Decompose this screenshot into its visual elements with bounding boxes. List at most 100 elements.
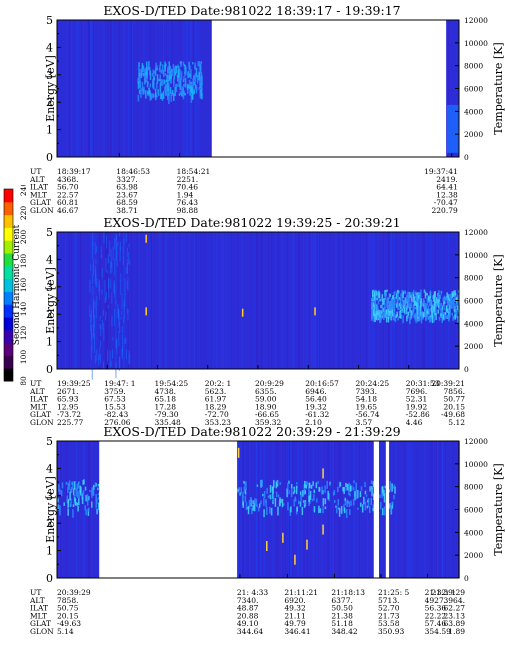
orbit-value: 6377.	[331, 596, 352, 605]
y2-tick-label: 6000	[464, 506, 483, 515]
y2-tick-label: 6000	[464, 85, 483, 94]
orbit-row-label: MLT	[30, 402, 47, 411]
orbit-value: 38.71	[116, 206, 137, 215]
orbit-value: 21.38	[331, 611, 353, 620]
orbit-value: 19.65	[356, 402, 378, 411]
plot-area	[57, 441, 460, 578]
orbit-value: 19:47: 1	[104, 379, 135, 388]
y-tick-label: 3	[46, 281, 53, 294]
orbit-value: -79.30	[155, 410, 179, 419]
orbit-value: 276.06	[104, 418, 130, 427]
colorbar-swatch	[4, 214, 13, 228]
orbit-value: 57.46	[425, 619, 447, 628]
orbit-value: 21.11	[284, 611, 305, 620]
colorbar-swatch	[4, 201, 13, 216]
orbit-value: -82.43	[104, 410, 128, 419]
colorbar-swatch	[4, 253, 13, 267]
orbit-row-label: UT	[30, 167, 41, 176]
orbit-row-label: MLT	[30, 190, 47, 199]
orbit-value: 20:39:21	[431, 379, 465, 388]
orbit-value: 22.22	[425, 611, 447, 620]
orbit-value: 49.10	[237, 619, 259, 628]
orbit-value: 49.79	[284, 619, 306, 628]
orbit-value: 7858.	[57, 596, 78, 605]
y-axis-label: Energy [eV]	[44, 55, 57, 122]
orbit-value: 350.93	[378, 627, 404, 636]
panel-title: EXOS-D/TED Date:981022 20:39:29 - 21:39:…	[103, 424, 400, 439]
y-axis-label: Energy [eV]	[44, 476, 57, 543]
orbit-value: 12.38	[436, 190, 458, 199]
orbit-value: 52.70	[378, 604, 400, 613]
y-tick-label: 0	[46, 151, 53, 164]
orbit-value: 61.97	[205, 395, 227, 404]
colorbar-tick: 160	[19, 278, 28, 293]
y-tick-label: 1	[46, 545, 53, 558]
y2-tick-label: 4000	[464, 528, 483, 537]
orbit-value: 21:25: 5	[378, 588, 410, 597]
orbit-value: 50.77	[444, 395, 466, 404]
colorbar-swatch	[4, 342, 13, 356]
orbit-value: -49.68	[441, 410, 465, 419]
orbit-value: -56.74	[356, 410, 380, 419]
orbit-value: 23.13	[444, 611, 466, 620]
orbit-row-label: GLAT	[30, 198, 51, 207]
orbit-row-label: ILAT	[30, 395, 48, 404]
orbit-value: 21:39:29	[431, 588, 465, 597]
orbit-value: 18:54:21	[177, 167, 211, 176]
orbit-value: 20:2: 1	[205, 379, 232, 388]
orbit-value: 6355.	[255, 387, 276, 396]
orbit-value: 20:31:53	[406, 379, 440, 388]
orbit-value: 18:39:17	[57, 167, 91, 176]
orbit-row-label: MLT	[30, 611, 47, 620]
orbit-value: 56.40	[305, 395, 327, 404]
colorbar-tick: 240	[19, 185, 28, 196]
orbit-value: -61.32	[305, 410, 329, 419]
y2-tick-label: 10000	[464, 460, 488, 469]
colorbar-swatch	[4, 368, 13, 382]
y2-tick-label: 0	[464, 365, 469, 374]
y-tick-label: 2	[46, 96, 53, 109]
y-tick-label: 1	[46, 336, 53, 349]
orbit-value: 15.53	[104, 402, 126, 411]
orbit-value: 6946.	[305, 387, 326, 396]
colorbar-swatch	[4, 355, 13, 369]
spectrogram-panel-1: EXOS-D/TED Date:981022 18:39:17 - 19:39:…	[29, 3, 505, 215]
colorbar-swatch	[4, 227, 13, 241]
orbit-value: 21:18:13	[331, 588, 365, 597]
orbit-value: 7696.	[406, 387, 427, 396]
orbit-value: 19:54:25	[155, 379, 189, 388]
orbit-row-label: GLON	[30, 418, 54, 427]
orbit-value: 2251.	[177, 175, 198, 184]
orbit-value: 20:9:29	[255, 379, 284, 388]
y-tick-label: 0	[46, 363, 53, 376]
orbit-value: 20:24:25	[356, 379, 390, 388]
panel-title: EXOS-D/TED Date:981022 18:39:17 - 19:39:…	[103, 3, 400, 18]
orbit-value: 56.36	[425, 604, 447, 613]
colorbar-swatch	[4, 240, 13, 254]
orbit-value: 5.14	[57, 627, 74, 636]
orbit-value: 64.41	[436, 183, 457, 192]
orbit-value: 7393.	[356, 387, 377, 396]
orbit-value: 18:46:53	[116, 167, 150, 176]
orbit-value: 5713.	[378, 596, 399, 605]
y2-tick-label: 8000	[464, 62, 483, 71]
orbit-value: 4368.	[57, 175, 78, 184]
y-tick-label: 5	[46, 226, 53, 239]
colorbar-tick: 140	[19, 302, 28, 317]
orbit-row-label: ILAT	[30, 604, 48, 613]
y-tick-label: 2	[46, 517, 53, 530]
orbit-value: 98.88	[177, 206, 199, 215]
y-tick-label: 4	[46, 41, 53, 54]
y2-tick-label: 8000	[464, 483, 483, 492]
colorbar-swatch	[4, 329, 13, 344]
orbit-value: 354.59	[425, 627, 451, 636]
orbit-value: 50.75	[57, 604, 79, 613]
orbit-value: 19.92	[406, 402, 428, 411]
colorbar-tick: 80	[19, 376, 28, 385]
orbit-value: 6920.	[284, 596, 305, 605]
orbit-value: 21:32: 1	[425, 588, 456, 597]
y2-tick-label: 2000	[464, 342, 483, 351]
y2-tick-label: 12000	[464, 228, 488, 237]
colorbar-frame	[3, 188, 14, 382]
orbit-value: 46.67	[57, 206, 79, 215]
